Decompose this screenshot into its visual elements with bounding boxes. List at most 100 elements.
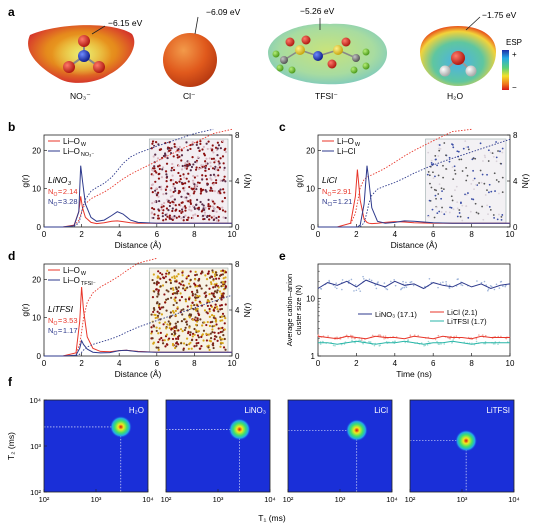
scatter-point-0	[476, 280, 478, 282]
snapshot-particle	[221, 269, 224, 272]
snapshot-particle	[191, 217, 195, 220]
snapshot-particle	[212, 286, 215, 289]
snapshot-particle	[151, 278, 154, 282]
snapshot-particle	[192, 163, 195, 166]
snapshot-particle	[215, 181, 218, 185]
snapshot-particle	[492, 155, 495, 158]
scatter-point-2	[475, 340, 478, 343]
snapshot-particle	[176, 153, 179, 157]
snapshot-particle	[219, 337, 222, 340]
snapshot-particle	[173, 275, 176, 278]
snapshot-particle	[205, 278, 209, 281]
snapshot-particle	[167, 199, 170, 202]
snapshot-particle	[197, 336, 201, 339]
snapshot-particle	[222, 334, 225, 337]
snapshot-particle	[192, 174, 195, 178]
snapshot-particle	[216, 166, 219, 170]
snapshot-particle	[221, 330, 224, 333]
snapshot-particle	[221, 280, 225, 284]
x-tick-label: 8	[192, 230, 197, 239]
y2-tick-label: 0	[513, 223, 518, 232]
plot-frame	[317, 263, 511, 357]
snapshot-particle	[191, 179, 195, 182]
y2-tick-label: 4	[513, 177, 518, 186]
rdf-curve-1	[318, 165, 510, 228]
scatter-point-1	[409, 334, 412, 336]
snapshot-particle	[492, 214, 495, 216]
snapshot-particle	[178, 203, 181, 206]
snapshot-particle	[214, 168, 218, 171]
x-tick-label: 6	[155, 359, 160, 368]
snapshot-particle	[180, 309, 183, 312]
snapshot-particle	[478, 182, 480, 184]
snapshot-particle	[184, 300, 188, 303]
snapshot-particle	[480, 181, 483, 184]
snapshot-particle	[213, 273, 217, 276]
snapshot-particle	[175, 326, 178, 330]
snapshot-particle	[209, 165, 212, 168]
snapshot-particle	[166, 147, 169, 150]
scatter-point-0	[390, 280, 392, 283]
y-axis-label: g(r)	[20, 303, 30, 316]
x-tick-label: 8	[192, 359, 197, 368]
map-background	[288, 400, 392, 492]
snapshot-particle	[211, 205, 215, 208]
snapshot-particle	[181, 329, 184, 333]
snapshot-particle	[206, 183, 209, 186]
snapshot-particle	[195, 159, 199, 162]
scatter-point-2	[369, 341, 372, 343]
snapshot-particle	[186, 218, 189, 222]
scatter-point-0	[348, 279, 350, 282]
snapshot-particle	[208, 157, 211, 160]
snapshot-particle	[215, 216, 218, 220]
scatter-point-2	[332, 344, 335, 347]
snapshot-particle	[201, 271, 204, 274]
snapshot-particle	[199, 318, 202, 321]
esp-minus: −	[512, 83, 517, 92]
snapshot-particle	[191, 301, 194, 304]
snapshot-particle	[157, 191, 160, 194]
snapshot-particle	[213, 190, 216, 193]
snapshot-particle	[222, 284, 225, 287]
snapshot-particle	[195, 342, 198, 345]
scatter-point-0	[393, 279, 395, 281]
snapshot-particle	[186, 192, 189, 195]
snapshot-particle	[190, 339, 194, 342]
snapshot-particle	[467, 146, 470, 148]
snapshot-particle	[189, 270, 192, 273]
snapshot-particle	[469, 210, 472, 213]
snapshot-particle	[162, 192, 165, 196]
snapshot-particle	[178, 150, 181, 153]
snapshot-particle	[185, 337, 189, 340]
scatter-point-0	[385, 287, 387, 290]
snapshot-particle	[188, 162, 191, 166]
snapshot-particle	[482, 160, 484, 162]
snapshot-particle	[221, 319, 224, 322]
snapshot-particle	[453, 169, 456, 172]
snapshot-particle	[184, 166, 187, 169]
snapshot-particle	[193, 183, 196, 186]
snapshot-particle	[195, 161, 198, 164]
coordination-eq: =	[58, 326, 63, 335]
snapshot-particle	[204, 291, 207, 294]
snapshot-particle	[188, 326, 191, 329]
snapshot-particle	[180, 320, 183, 323]
scatter-point-1	[475, 338, 478, 340]
snapshot-particle	[475, 211, 478, 214]
snapshot-particle	[205, 142, 208, 145]
snapshot-particle	[206, 215, 209, 219]
snapshot-particle	[179, 292, 182, 295]
snapshot-particle	[150, 147, 153, 150]
snapshot-particle	[173, 277, 176, 280]
snapshot-particle	[211, 331, 214, 334]
legend-sub-1: NO₃⁻	[81, 152, 94, 158]
scatter-point-0	[409, 281, 412, 284]
snapshot-particle	[218, 207, 222, 211]
snapshot-particle	[181, 313, 184, 316]
snapshot-particle	[202, 339, 205, 342]
snapshot-particle	[196, 156, 200, 159]
snapshot-particle	[195, 184, 198, 187]
x-tick-label: 6	[155, 230, 160, 239]
snapshot-particle	[161, 284, 165, 287]
legend-sub-1: TFSI⁻	[81, 281, 96, 287]
